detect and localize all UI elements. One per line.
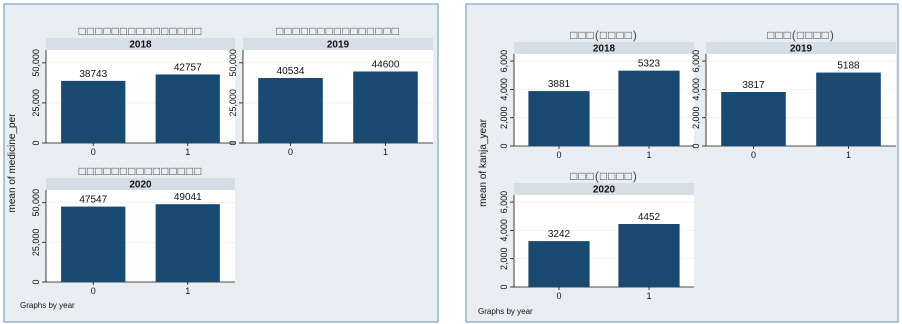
graph-note: Graphs by year (20, 301, 75, 310)
chart-2: □□□(□□□□)201802,0004,0006,0003881053231□… (465, 3, 899, 323)
x-tick-label: 1 (646, 150, 651, 160)
bar-value-label: 42757 (174, 62, 202, 73)
bar-value-label: 44600 (372, 59, 400, 70)
panel-strip-label: 2020 (593, 185, 616, 196)
bar-1 (816, 72, 881, 146)
panel-title: □□□(□□□□) (570, 169, 638, 183)
panel-strip (514, 42, 694, 54)
x-tick-label: 1 (846, 150, 851, 160)
bar-1 (155, 204, 220, 282)
x-tick-label: 0 (556, 291, 561, 301)
panel-2020: □□□(□□□□) 2020 0 2,000 4,000 6,000 3242 0 4452 1 (499, 169, 694, 301)
bar-value-label: 47547 (79, 195, 107, 206)
x-tick-label: 0 (91, 286, 96, 296)
bar-0 (528, 91, 590, 146)
bar-value-label: 40534 (277, 66, 305, 77)
panel-strip (46, 178, 235, 190)
y-tick-label: 4,000 (499, 78, 509, 101)
bar-value-label: 3881 (548, 79, 571, 90)
panel-title: □□□(□□□□) (767, 28, 835, 42)
bar-0 (528, 241, 590, 287)
y-tick-label: 50,000 (228, 49, 238, 77)
bar-1 (353, 71, 418, 143)
x-tick-label: 1 (383, 147, 388, 157)
panel-strip (46, 38, 235, 50)
panel-strip-label: 2020 (129, 180, 152, 191)
y-axis-label: mean of medicine_per (7, 113, 18, 213)
panel-strip-label: 2018 (129, 40, 152, 51)
panel-2018: □□□□□□□□□□□□□□□ 2018 0 25,000 50,000 38743 0 42… (31, 24, 235, 157)
bar-1 (618, 223, 680, 287)
graph-note: Graphs by year (478, 307, 533, 316)
y-tick-label: 50,000 (31, 189, 41, 217)
y-tick-label: 6,000 (499, 50, 509, 73)
y-tick-label: 0 (31, 279, 41, 284)
x-tick-label: 1 (646, 291, 651, 301)
y-tick-label: 4,000 (499, 219, 509, 242)
bar-value-label: 3817 (742, 80, 765, 91)
y-tick-label: 25,000 (31, 229, 41, 257)
panel-2019: □□□(□□□□) 2019 0 2,000 4,000 6,000 3817 0 5188 1 (691, 28, 896, 160)
y-tick-label: 0 (691, 143, 701, 148)
bar-0 (721, 91, 786, 146)
panel-strip (243, 38, 433, 50)
y-tick-label: 50,000 (31, 49, 41, 77)
panel-strip-label: 2019 (790, 44, 813, 55)
bar-value-label: 5188 (837, 61, 860, 72)
x-tick-label: 0 (751, 150, 756, 160)
bar-0 (61, 206, 126, 282)
panel-title: □□□□□□□□□□□□□□□ (79, 164, 203, 178)
y-tick-label: 2,000 (499, 106, 509, 129)
y-tick-label: 6,000 (691, 50, 701, 73)
panel-title: □□□□□□□□□□□□□□□ (276, 24, 400, 38)
panel-2018: □□□(□□□□) 2018 0 2,000 4,000 6,000 3881 0 5323 1 (499, 28, 694, 160)
bar-1 (618, 70, 680, 146)
chart-1: □□□□□□□□□□□□□□□ 2018 0 25,000 50,000 38743 0 42… (3, 3, 439, 323)
y-tick-label: 25,000 (31, 89, 41, 117)
y-tick-label: 6,000 (499, 191, 509, 214)
bar-value-label: 3242 (548, 229, 571, 240)
y-tick-label: 2,000 (691, 106, 701, 129)
panel-title: □□□(□□□□) (570, 28, 638, 42)
bar-value-label: 49041 (174, 192, 202, 203)
panel-strip-label: 2018 (593, 44, 616, 55)
bar-value-label: 4452 (638, 212, 661, 223)
bar-value-label: 5323 (638, 59, 661, 70)
x-tick-label: 0 (556, 150, 561, 160)
y-tick-label: 0 (499, 284, 509, 289)
x-tick-label: 0 (288, 147, 293, 157)
y-tick-label: 2,000 (499, 247, 509, 270)
panel-strip (706, 42, 896, 54)
bar-1 (155, 74, 220, 143)
y-tick-label: 0 (31, 140, 41, 145)
x-tick-label: 0 (91, 147, 96, 157)
y-tick-label: 0 (228, 140, 238, 145)
panel-title: □□□□□□□□□□□□□□□ (79, 24, 203, 38)
panel-strip-label: 2019 (327, 40, 350, 51)
panel-2019: □□□□□□□□□□□□□□□ 2019 0 25,000 50,000 40534 0 44… (228, 24, 433, 157)
x-tick-label: 1 (185, 147, 190, 157)
bar-value-label: 38743 (79, 69, 107, 80)
x-tick-label: 1 (185, 286, 190, 296)
y-tick-label: 0 (499, 143, 509, 148)
y-axis-label: mean of kanja_year (478, 118, 489, 207)
panel-strip (514, 183, 694, 195)
y-tick-label: 25,000 (228, 89, 238, 117)
panel-2020: □□□□□□□□□□□□□□□ 2020 0 25,000 50,000 47547 0 49… (31, 164, 235, 296)
bar-0 (61, 80, 126, 143)
bar-0 (258, 78, 323, 143)
y-tick-label: 4,000 (691, 78, 701, 101)
